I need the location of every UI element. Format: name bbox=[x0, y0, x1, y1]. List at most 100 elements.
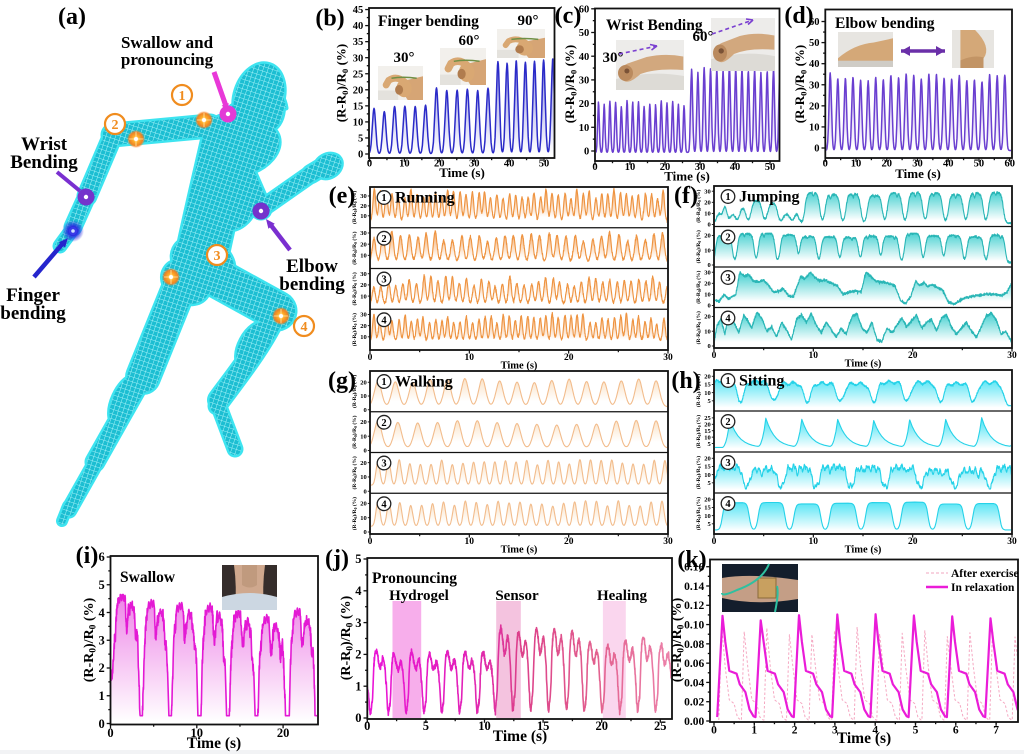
svg-text:20: 20 bbox=[360, 203, 367, 210]
svg-text:10: 10 bbox=[360, 253, 367, 260]
svg-text:10: 10 bbox=[360, 213, 367, 220]
svg-text:30: 30 bbox=[704, 269, 711, 276]
svg-text:(R-R0)/R0 (%): (R-R0)/R0 (%) bbox=[351, 272, 358, 305]
svg-text:30°: 30° bbox=[603, 50, 624, 66]
svg-text:20: 20 bbox=[360, 323, 367, 330]
svg-text:10: 10 bbox=[360, 515, 367, 522]
svg-text:(e): (e) bbox=[329, 183, 356, 209]
svg-text:60°: 60° bbox=[459, 33, 480, 49]
svg-text:20: 20 bbox=[704, 281, 711, 288]
svg-text:40: 40 bbox=[943, 158, 954, 169]
svg-text:Sitting: Sitting bbox=[739, 373, 784, 390]
svg-text:10: 10 bbox=[360, 334, 367, 341]
svg-text:2: 2 bbox=[725, 417, 730, 428]
svg-text:10: 10 bbox=[360, 474, 367, 481]
svg-text:30: 30 bbox=[912, 158, 923, 169]
svg-text:(k): (k) bbox=[677, 547, 706, 573]
svg-text:Walking: Walking bbox=[395, 374, 453, 391]
svg-text:(R-R0)/R0 (%): (R-R0)/R0 (%) bbox=[695, 311, 702, 344]
svg-text:Wrist Bending: Wrist Bending bbox=[606, 17, 703, 34]
svg-text:Jumping: Jumping bbox=[739, 189, 799, 206]
svg-text:(R-R0)/R0 (%): (R-R0)/R0 (%) bbox=[351, 313, 358, 346]
svg-text:10: 10 bbox=[360, 433, 367, 440]
svg-text:10: 10 bbox=[704, 328, 711, 335]
svg-text:25: 25 bbox=[353, 69, 364, 80]
svg-text:10: 10 bbox=[579, 123, 590, 134]
svg-text:Finger: Finger bbox=[6, 285, 60, 306]
svg-text:4: 4 bbox=[872, 724, 878, 736]
svg-text:4: 4 bbox=[725, 314, 731, 325]
svg-text:4: 4 bbox=[301, 320, 308, 335]
svg-text:Time (s): Time (s) bbox=[187, 735, 241, 752]
svg-text:0.14: 0.14 bbox=[684, 581, 704, 593]
svg-text:1: 1 bbox=[179, 89, 186, 104]
svg-text:1: 1 bbox=[725, 376, 730, 387]
svg-text:30: 30 bbox=[1007, 351, 1017, 361]
svg-text:10: 10 bbox=[809, 537, 819, 547]
svg-text:30: 30 bbox=[469, 158, 480, 169]
svg-text:10: 10 bbox=[478, 719, 491, 733]
svg-text:50: 50 bbox=[809, 38, 820, 49]
svg-text:(g): (g) bbox=[328, 368, 356, 394]
svg-text:5: 5 bbox=[423, 719, 429, 733]
svg-text:(R-R0)/R0 (%): (R-R0)/R0 (%) bbox=[792, 45, 808, 124]
svg-text:(h): (h) bbox=[671, 368, 700, 394]
svg-text:(R-R0)/R0 (%): (R-R0)/R0 (%) bbox=[695, 270, 702, 303]
svg-text:50: 50 bbox=[579, 28, 590, 39]
svg-text:Healing: Healing bbox=[597, 588, 648, 604]
svg-text:Elbow: Elbow bbox=[286, 256, 338, 277]
svg-text:bending: bending bbox=[279, 274, 345, 295]
svg-text:3: 3 bbox=[381, 275, 386, 286]
svg-text:2: 2 bbox=[725, 233, 730, 244]
svg-text:0.06: 0.06 bbox=[684, 658, 704, 670]
svg-text:40: 40 bbox=[730, 162, 741, 173]
svg-text:10: 10 bbox=[704, 472, 711, 479]
svg-text:(R-R0)/R0 (%): (R-R0)/R0 (%) bbox=[351, 191, 358, 224]
svg-text:20: 20 bbox=[277, 726, 290, 740]
svg-text:5: 5 bbox=[355, 552, 361, 566]
svg-text:20: 20 bbox=[809, 101, 820, 112]
svg-text:0.10: 0.10 bbox=[684, 620, 704, 632]
svg-text:4: 4 bbox=[725, 499, 731, 510]
svg-text:20: 20 bbox=[704, 200, 711, 207]
svg-text:20: 20 bbox=[360, 241, 367, 248]
svg-text:3: 3 bbox=[214, 249, 221, 264]
svg-text:1: 1 bbox=[98, 689, 104, 703]
svg-text:50: 50 bbox=[974, 158, 985, 169]
svg-text:(R-R0)/R0 (%): (R-R0)/R0 (%) bbox=[351, 231, 358, 264]
svg-text:20: 20 bbox=[360, 282, 367, 289]
svg-text:4: 4 bbox=[98, 606, 105, 620]
svg-text:10: 10 bbox=[704, 292, 711, 299]
svg-text:0: 0 bbox=[364, 529, 367, 536]
svg-text:After exercise: After exercise bbox=[951, 568, 1019, 580]
svg-text:15: 15 bbox=[704, 382, 711, 389]
svg-text:20: 20 bbox=[704, 497, 711, 504]
svg-text:2: 2 bbox=[98, 661, 104, 675]
svg-text:(R-R0)/R0 (%): (R-R0)/R0 (%) bbox=[695, 189, 702, 222]
svg-text:30: 30 bbox=[663, 537, 673, 547]
svg-text:10: 10 bbox=[851, 158, 862, 169]
svg-text:3: 3 bbox=[725, 458, 730, 469]
svg-text:Wrist: Wrist bbox=[21, 134, 68, 155]
svg-text:0: 0 bbox=[364, 407, 367, 414]
svg-text:0: 0 bbox=[711, 724, 717, 736]
svg-text:40: 40 bbox=[353, 21, 364, 32]
svg-text:30: 30 bbox=[360, 312, 367, 319]
svg-text:2: 2 bbox=[792, 724, 798, 736]
svg-text:3: 3 bbox=[355, 616, 361, 630]
svg-text:60: 60 bbox=[1004, 158, 1015, 169]
svg-text:20: 20 bbox=[704, 314, 711, 321]
svg-text:5: 5 bbox=[708, 480, 712, 487]
svg-text:20: 20 bbox=[360, 501, 367, 508]
svg-text:0: 0 bbox=[712, 537, 717, 547]
svg-text:(R-R0)/R0 (%): (R-R0)/R0 (%) bbox=[695, 374, 702, 407]
svg-text:10: 10 bbox=[704, 390, 711, 397]
svg-text:Finger bending: Finger bending bbox=[378, 13, 479, 30]
svg-text:Hydrogel: Hydrogel bbox=[389, 588, 449, 604]
svg-text:5: 5 bbox=[708, 441, 712, 448]
svg-text:30: 30 bbox=[809, 80, 820, 91]
svg-text:Pronouncing: Pronouncing bbox=[372, 570, 457, 587]
svg-text:0: 0 bbox=[814, 144, 819, 155]
svg-text:Time (s): Time (s) bbox=[501, 361, 538, 372]
svg-text:50: 50 bbox=[539, 158, 550, 169]
